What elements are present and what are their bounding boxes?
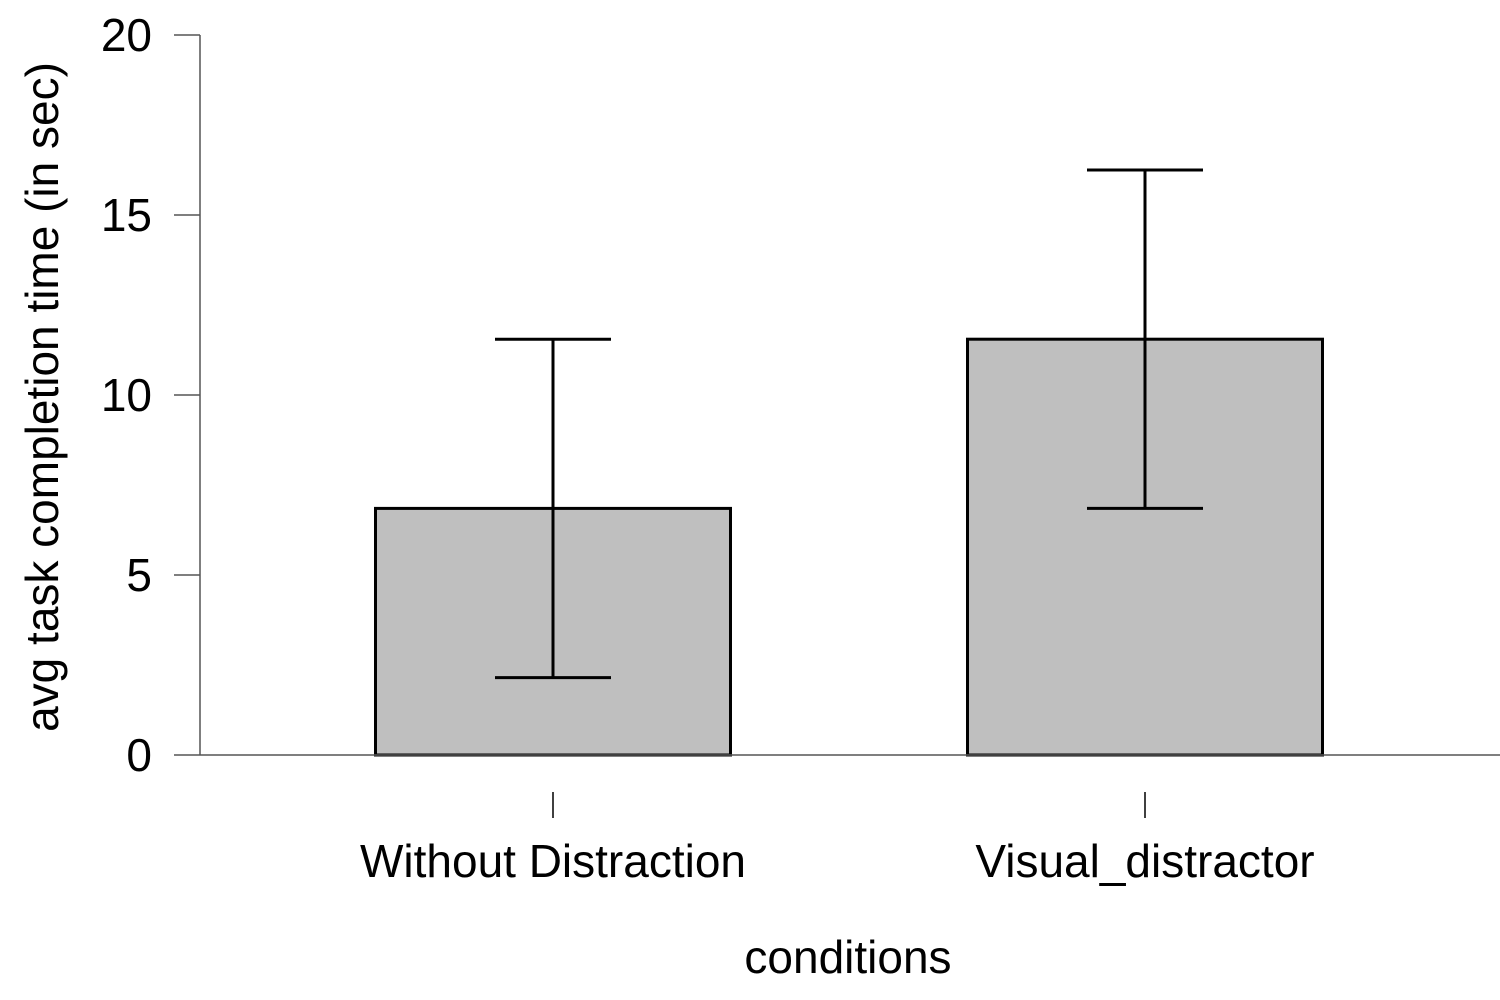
y-axis-title: avg task completion time (in sec) — [16, 62, 68, 732]
x-axis: Without Distraction Visual_distractor — [200, 754, 1500, 887]
y-tick-label: 15 — [101, 189, 152, 241]
x-tick-label: Visual_distractor — [975, 835, 1314, 887]
y-tick-label: 20 — [101, 9, 152, 61]
error-bars — [495, 168, 1203, 680]
bars — [374, 337, 1324, 757]
y-tick-label: 0 — [126, 729, 152, 781]
x-tick-label: Without Distraction — [360, 835, 746, 887]
y-tick-label: 5 — [126, 549, 152, 601]
y-tick-label: 10 — [101, 369, 152, 421]
y-axis: 0 5 10 15 20 — [101, 9, 201, 781]
x-axis-title: conditions — [744, 931, 951, 983]
